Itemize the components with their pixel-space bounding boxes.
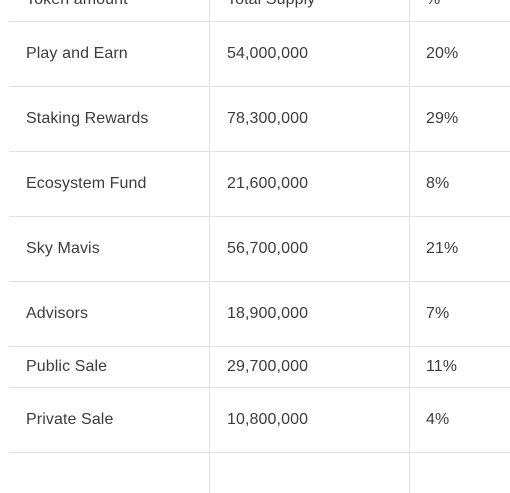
row-supply: 10,800,000 xyxy=(210,388,410,452)
row-name: Sky Mavis xyxy=(9,217,210,281)
table-row: Play and Earn 54,000,000 20% xyxy=(9,22,510,87)
row-supply: 78,300,000 xyxy=(210,87,410,151)
row-supply: 56,700,000 xyxy=(210,217,410,281)
table-row: Sky Mavis 56,700,000 21% xyxy=(9,217,510,282)
row-percent: 29% xyxy=(426,110,459,127)
row-name: Public Sale xyxy=(9,347,210,387)
table-header-row: Token amount Total Supply % xyxy=(9,0,510,22)
row-supply-empty xyxy=(210,453,410,493)
row-supply: 21,600,000 xyxy=(210,152,410,216)
header-total-supply: Total Supply xyxy=(210,0,410,21)
row-name: Private Sale xyxy=(9,388,210,452)
header-token-amount: Token amount xyxy=(9,0,210,21)
table-row-partial xyxy=(9,453,510,493)
row-name: Staking Rewards xyxy=(9,87,210,151)
row-percent: 4% xyxy=(426,411,450,428)
row-supply: 29,700,000 xyxy=(210,347,410,387)
row-name: Play and Earn xyxy=(9,22,210,86)
row-name: Ecosystem Fund xyxy=(9,152,210,216)
table-row: Public Sale 29,700,000 11% xyxy=(9,347,510,388)
row-name-empty xyxy=(9,453,210,493)
token-allocation-table: Token amount Total Supply % Play and Ear… xyxy=(9,0,510,493)
table-row: Staking Rewards 78,300,000 29% xyxy=(9,87,510,152)
table-row: Private Sale 10,800,000 4% xyxy=(9,388,510,453)
row-percent: 7% xyxy=(426,305,450,322)
row-percent: 11% xyxy=(426,358,458,375)
table-row: Ecosystem Fund 21,600,000 8% xyxy=(9,152,510,217)
row-percent-empty xyxy=(410,453,510,493)
row-percent: 8% xyxy=(426,175,450,192)
row-supply: 54,000,000 xyxy=(210,22,410,86)
header-percent: % xyxy=(410,0,510,21)
row-percent: 21% xyxy=(426,240,459,257)
table-row: Advisors 18,900,000 7% xyxy=(9,282,510,347)
row-percent: 20% xyxy=(426,45,459,62)
row-supply: 18,900,000 xyxy=(210,282,410,346)
row-name: Advisors xyxy=(9,282,210,346)
